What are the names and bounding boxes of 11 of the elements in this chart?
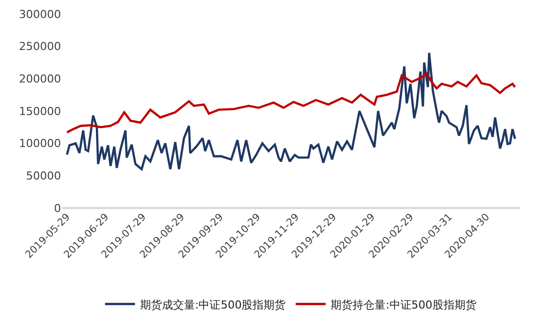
line-series (66, 72, 516, 134)
y-tick-label: 0 (54, 202, 61, 215)
legend-label: 期货持仓量:中证500股指期货 (330, 298, 476, 312)
y-tick-label: 200000 (19, 72, 61, 86)
y-tick-label: 100000 (19, 137, 61, 150)
y-tick-label: 300000 (19, 8, 61, 21)
legend-label: 期货成交量:中证500股指期货 (140, 298, 286, 312)
line-series (66, 52, 516, 170)
y-tick-label: 50000 (26, 170, 61, 183)
y-tick-label: 250000 (19, 40, 61, 54)
y-tick-label: 150000 (19, 104, 61, 118)
